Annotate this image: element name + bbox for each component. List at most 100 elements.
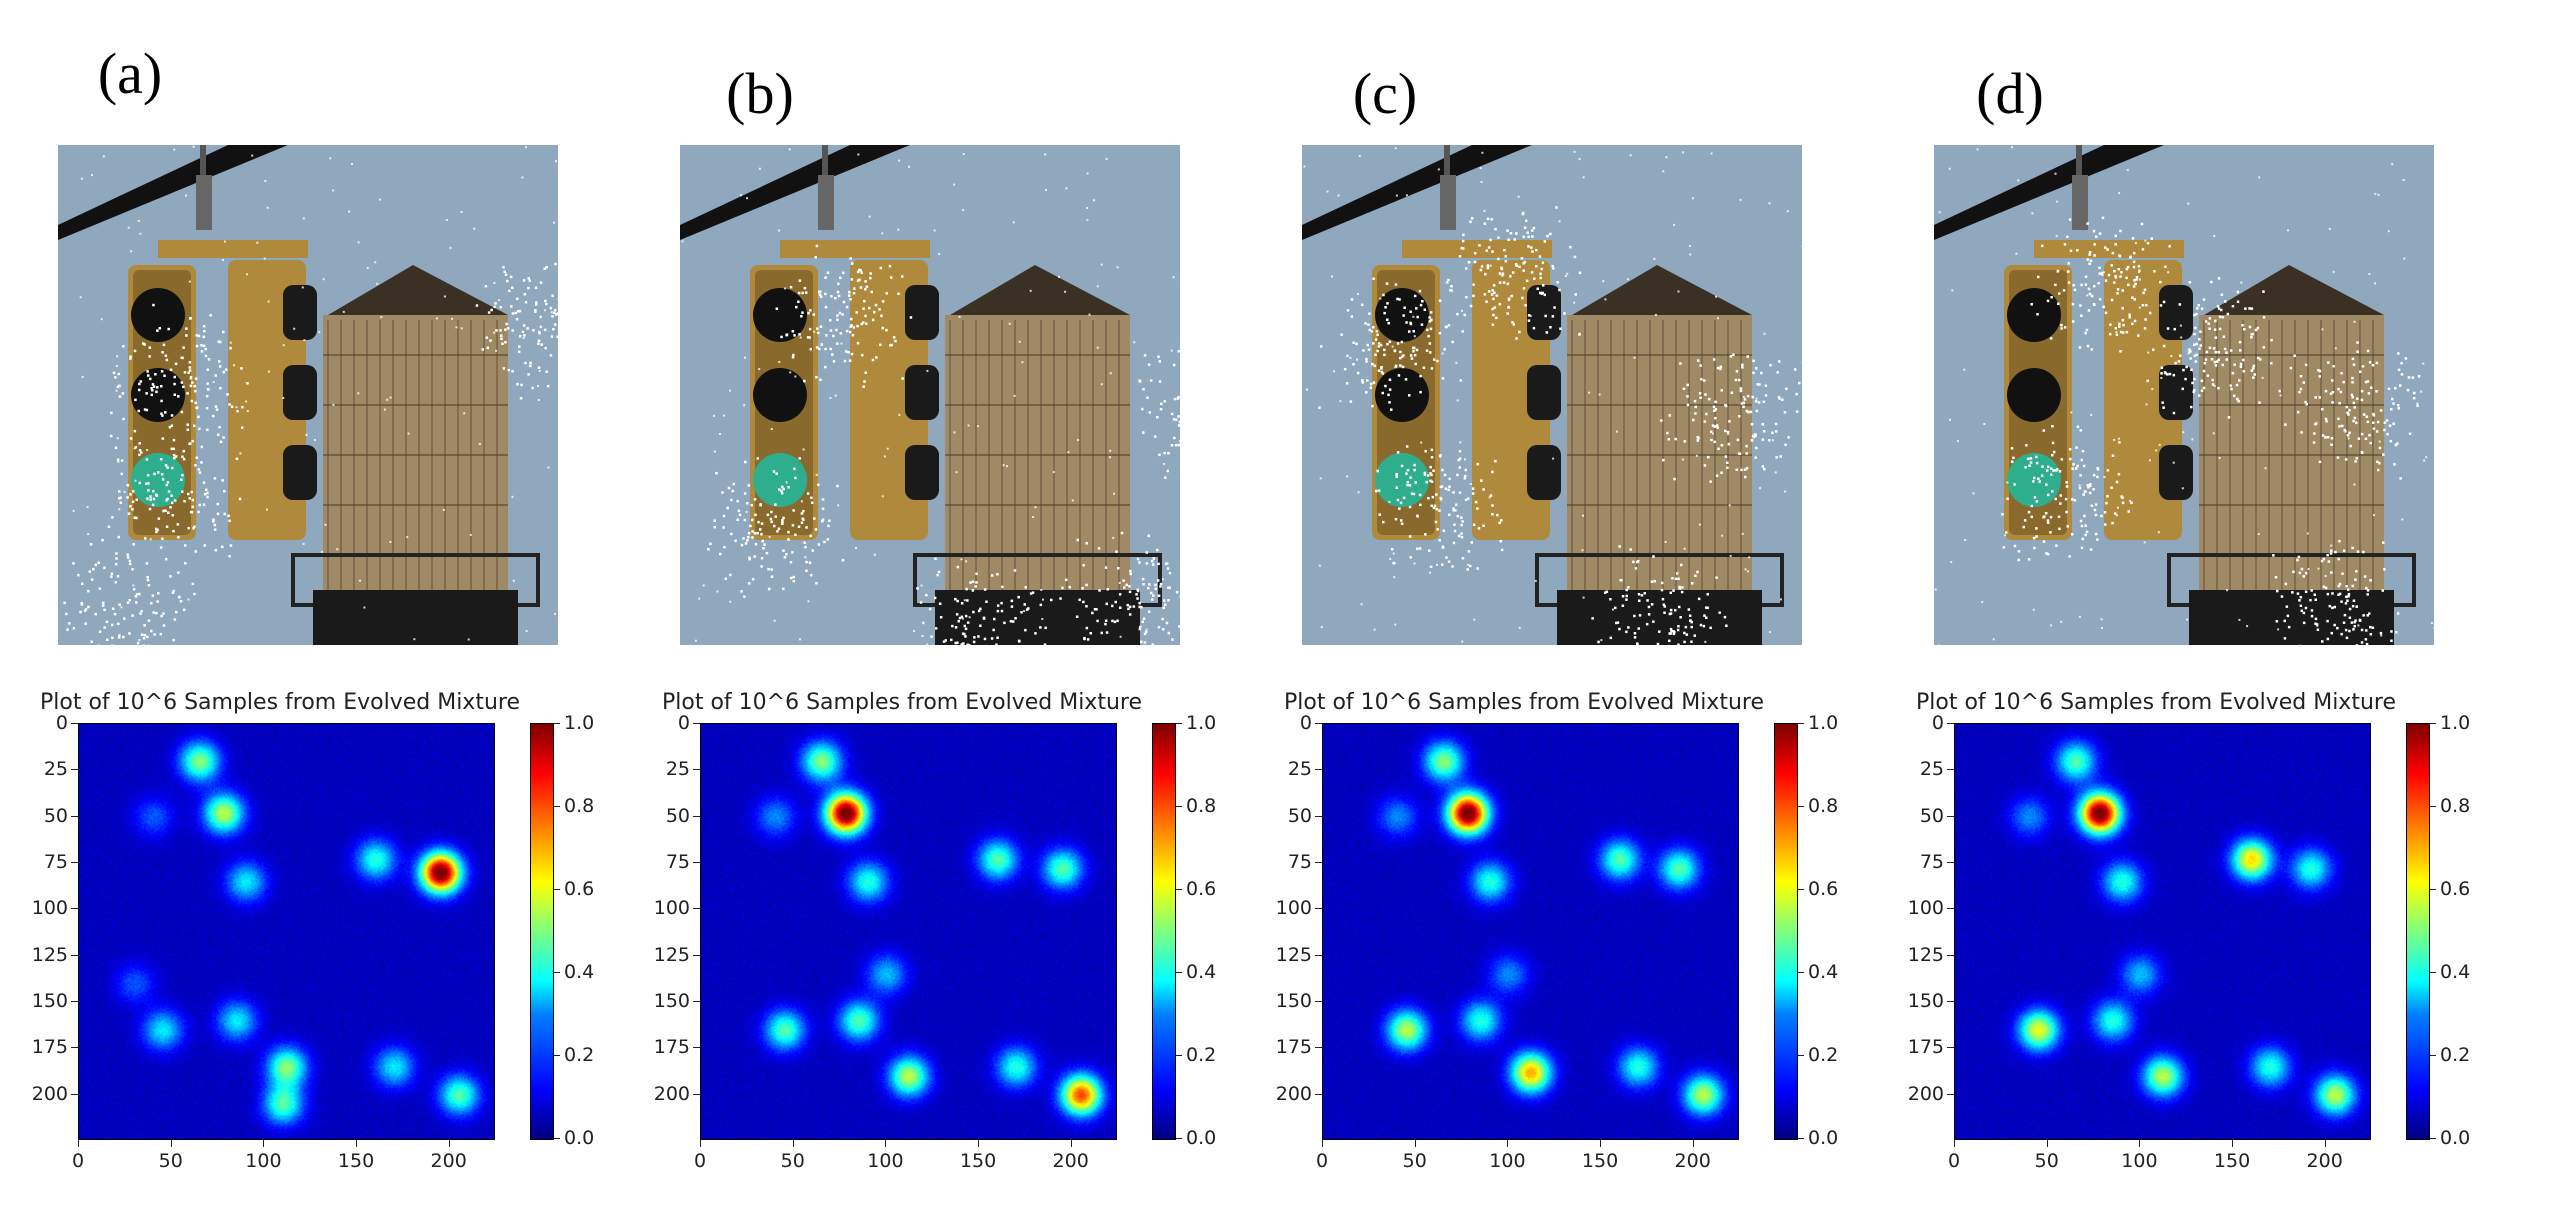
x-tick-mark: [977, 1140, 979, 1147]
colorbar-tick-label: 0.4: [1808, 961, 1839, 983]
heatmap-title: Plot of 10^6 Samples from Evolved Mixtur…: [1916, 690, 2396, 715]
y-tick-label: 50: [1287, 804, 1312, 827]
y-tick-mark: [1947, 723, 1954, 724]
y-tick-mark: [71, 723, 78, 724]
y-tick-label: 175: [1275, 1036, 1312, 1059]
colorbar-tick-label: 1.0: [1186, 712, 1217, 734]
y-tick-label: 75: [1287, 850, 1312, 873]
figure-panel: (a) Plot of 10^6 Samples from Evolved Mi…: [32, 0, 660, 1216]
y-tick-label: 0: [1299, 712, 1312, 734]
colorbar-tick-label: 0.2: [2440, 1044, 2471, 1066]
y-tick-label: 150: [1275, 989, 1312, 1012]
heatmap: [700, 723, 1117, 1140]
y-tick-mark: [1315, 1093, 1322, 1095]
y-tick-mark: [1947, 954, 1954, 956]
y-tick-mark: [693, 908, 700, 910]
y-tick-mark: [71, 769, 78, 771]
colorbar-tick-mark: [554, 723, 560, 724]
heatmap-title: Plot of 10^6 Samples from Evolved Mixtur…: [662, 690, 1142, 715]
colorbar-tick-label: 1.0: [1808, 712, 1839, 734]
panel-label: (c): [1352, 61, 1418, 126]
y-tick-mark: [1947, 1000, 1954, 1002]
x-tick-label: 0: [1316, 1150, 1329, 1172]
panel-label: (d): [1976, 61, 2044, 126]
y-tick-label: 125: [653, 943, 690, 966]
y-tick-label: 75: [1919, 850, 1944, 873]
y-tick-label: 200: [1907, 1082, 1944, 1105]
x-tick-mark: [700, 1140, 701, 1147]
y-tick-mark: [1315, 815, 1322, 817]
heatmap-canvas: [1955, 724, 2370, 1139]
y-tick-label: 50: [1919, 804, 1944, 827]
y-tick-mark: [71, 861, 78, 863]
heatmap-canvas: [1323, 724, 1738, 1139]
colorbar-tick-mark: [2430, 1055, 2436, 1056]
colorbar-tick-mark: [1798, 972, 1804, 973]
heatmap-canvas: [701, 724, 1116, 1139]
colorbar-tick-label: 0.2: [1808, 1044, 1839, 1066]
colorbar-tick-mark: [1798, 1138, 1804, 1139]
x-tick-mark: [1954, 1140, 1955, 1147]
colorbar-tick-mark: [1176, 1055, 1182, 1056]
y-tick-mark: [71, 815, 78, 817]
y-tick-label: 150: [1907, 989, 1944, 1012]
colorbar-tick-mark: [1798, 806, 1804, 807]
x-tick-mark: [170, 1140, 172, 1147]
y-tick-mark: [1315, 861, 1322, 863]
y-tick-mark: [1947, 1093, 1954, 1095]
x-tick-label: 150: [337, 1150, 375, 1172]
x-tick-mark: [448, 1140, 450, 1147]
y-tick-label: 50: [43, 804, 68, 827]
y-tick-mark: [1947, 1047, 1954, 1049]
x-tick-label: 150: [1581, 1150, 1619, 1172]
colorbar-tick-mark: [554, 806, 560, 807]
colorbar-tick-mark: [554, 972, 560, 973]
colorbar-tick-mark: [2430, 723, 2436, 724]
heatmap: [78, 723, 495, 1140]
y-tick-label: 100: [653, 897, 690, 920]
y-tick-mark: [1315, 769, 1322, 771]
heatmap: [1322, 723, 1739, 1140]
panel-label: (a): [97, 41, 163, 106]
y-tick-mark: [693, 1000, 700, 1002]
colorbar-tick-mark: [2430, 1138, 2436, 1139]
y-tick-label: 125: [31, 943, 68, 966]
x-tick-label: 100: [2121, 1150, 2158, 1172]
colorbar: [530, 723, 554, 1140]
y-tick-label: 100: [31, 897, 68, 920]
y-tick-label: 200: [653, 1082, 690, 1105]
colorbar-tick-label: 0.0: [564, 1127, 595, 1149]
y-tick-mark: [693, 1093, 700, 1095]
sample-overlay-photo: [680, 145, 1180, 645]
x-tick-mark: [885, 1140, 887, 1147]
y-tick-mark: [1947, 861, 1954, 863]
y-tick-label: 0: [1931, 712, 1944, 734]
y-tick-mark: [1315, 723, 1322, 724]
figure-panel: (d) Plot of 10^6 Samples from Evolved Mi…: [1908, 0, 2536, 1216]
heatmap-title: Plot of 10^6 Samples from Evolved Mixtur…: [40, 690, 520, 715]
heatmap: [1954, 723, 2371, 1140]
sample-overlay-photo: [1302, 145, 1802, 645]
colorbar-tick-label: 0.8: [1808, 795, 1839, 817]
colorbar-tick-mark: [1176, 889, 1182, 890]
x-tick-mark: [1599, 1140, 1601, 1147]
y-tick-mark: [693, 769, 700, 771]
y-tick-mark: [693, 1047, 700, 1049]
y-tick-label: 175: [31, 1036, 68, 1059]
colorbar: [2406, 723, 2430, 1140]
x-tick-label: 50: [1402, 1150, 1427, 1172]
colorbar-tick-label: 0.8: [1186, 795, 1217, 817]
sample-overlay-photo: [1934, 145, 2434, 645]
x-tick-mark: [2139, 1140, 2141, 1147]
y-tick-mark: [71, 1000, 78, 1002]
y-tick-label: 125: [1907, 943, 1944, 966]
x-tick-label: 100: [1489, 1150, 1526, 1172]
y-tick-mark: [1315, 1047, 1322, 1049]
colorbar-tick-mark: [1176, 806, 1182, 807]
figure-panel: (b) Plot of 10^6 Samples from Evolved Mi…: [654, 0, 1282, 1216]
colorbar-tick-label: 0.2: [1186, 1044, 1217, 1066]
colorbar-tick-label: 0.4: [1186, 961, 1217, 983]
colorbar-tick-mark: [1798, 889, 1804, 890]
heatmap-title: Plot of 10^6 Samples from Evolved Mixtur…: [1284, 690, 1764, 715]
x-tick-mark: [1414, 1140, 1416, 1147]
